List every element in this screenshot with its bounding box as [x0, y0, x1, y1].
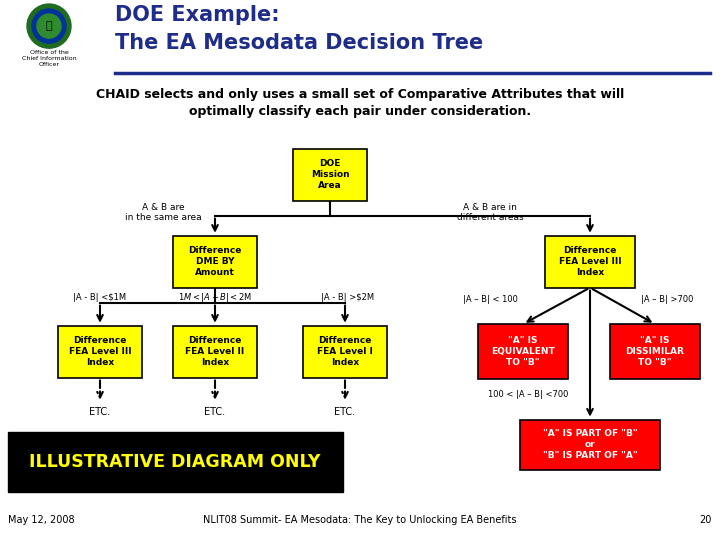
- FancyBboxPatch shape: [610, 324, 700, 379]
- Text: 🦅: 🦅: [45, 21, 53, 31]
- Text: Difference
FEA Level III
Index: Difference FEA Level III Index: [559, 246, 621, 277]
- Text: |A - B| >$2M: |A - B| >$2M: [321, 293, 374, 302]
- FancyBboxPatch shape: [173, 235, 257, 288]
- Text: ILLUSTRATIVE DIAGRAM ONLY: ILLUSTRATIVE DIAGRAM ONLY: [30, 453, 320, 470]
- Text: ETC.: ETC.: [204, 407, 225, 416]
- Text: ETC.: ETC.: [89, 407, 111, 416]
- Text: |A - B| <$1M: |A - B| <$1M: [73, 293, 127, 302]
- Text: Difference
FEA Level II
Index: Difference FEA Level II Index: [185, 336, 245, 367]
- Text: Difference
FEA Level III
Index: Difference FEA Level III Index: [68, 336, 131, 367]
- FancyBboxPatch shape: [303, 326, 387, 377]
- Text: DOE
Mission
Area: DOE Mission Area: [311, 159, 349, 190]
- Text: A & B are
in the same area: A & B are in the same area: [125, 203, 202, 222]
- Text: Difference
FEA Level I
Index: Difference FEA Level I Index: [317, 336, 373, 367]
- Text: Office of the
Chief Information
Officer: Office of the Chief Information Officer: [22, 50, 76, 66]
- FancyBboxPatch shape: [478, 324, 568, 379]
- FancyBboxPatch shape: [545, 235, 635, 288]
- Text: "A" IS
DISSIMILAR
TO "B": "A" IS DISSIMILAR TO "B": [626, 336, 685, 367]
- Text: $1M < |A - B| <$2M: $1M < |A - B| <$2M: [178, 291, 252, 304]
- FancyBboxPatch shape: [520, 420, 660, 469]
- Text: NLIT08 Summit- EA Mesodata: The Key to Unlocking EA Benefits: NLIT08 Summit- EA Mesodata: The Key to U…: [203, 515, 517, 525]
- Circle shape: [37, 14, 61, 38]
- Text: |A – B| < 100: |A – B| < 100: [462, 295, 518, 304]
- Text: A & B are in
different areas: A & B are in different areas: [456, 203, 523, 222]
- Circle shape: [32, 9, 66, 43]
- FancyBboxPatch shape: [8, 431, 343, 491]
- Text: 20: 20: [700, 515, 712, 525]
- Text: Difference
DME BY
Amount: Difference DME BY Amount: [189, 246, 242, 277]
- Text: The EA Mesodata Decision Tree: The EA Mesodata Decision Tree: [115, 33, 483, 53]
- Text: DOE Example:: DOE Example:: [115, 5, 279, 25]
- FancyBboxPatch shape: [58, 326, 142, 377]
- FancyBboxPatch shape: [293, 148, 367, 201]
- Circle shape: [27, 4, 71, 48]
- Text: CHAID selects and only uses a small set of Comparative Attributes that will
opti: CHAID selects and only uses a small set …: [96, 88, 624, 118]
- Text: May 12, 2008: May 12, 2008: [8, 515, 75, 525]
- Text: "A" IS
EQUIVALENT
TO "B": "A" IS EQUIVALENT TO "B": [491, 336, 555, 367]
- FancyBboxPatch shape: [173, 326, 257, 377]
- Text: |A – B| >700: |A – B| >700: [641, 295, 693, 304]
- Text: ETC.: ETC.: [334, 407, 356, 416]
- Text: "A" IS PART OF "B"
or
"B" IS PART OF "A": "A" IS PART OF "B" or "B" IS PART OF "A": [543, 429, 637, 460]
- Text: 100 < |A – B| <700: 100 < |A – B| <700: [488, 390, 568, 399]
